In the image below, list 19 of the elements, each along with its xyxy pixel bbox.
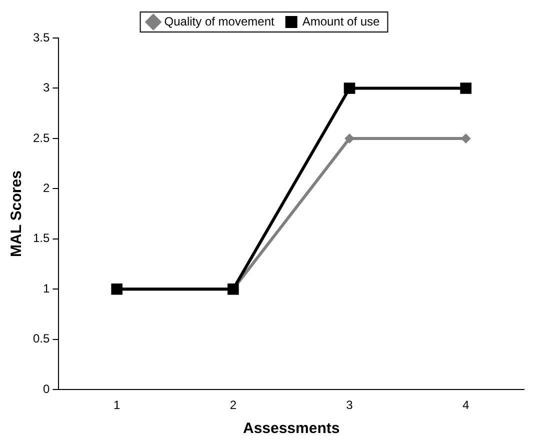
legend-label: Amount of use <box>302 14 380 28</box>
legend-label: Quality of movement <box>164 14 275 28</box>
point <box>344 82 356 94</box>
y-tick-label: 0 <box>42 382 50 396</box>
x-tick-label: 3 <box>346 398 354 412</box>
y-tick-label: 3.5 <box>32 30 50 44</box>
point <box>460 82 472 94</box>
x-tick-label: 1 <box>114 398 121 412</box>
y-tick-label: 0.5 <box>32 332 50 346</box>
x-axis-title: Assessments <box>242 420 340 438</box>
x-tick-label: 2 <box>230 398 237 412</box>
point <box>460 133 471 144</box>
y-tick-label: 2 <box>42 181 50 195</box>
y-tick-label: 2.5 <box>32 130 50 145</box>
y-tick-label: 3 <box>42 80 50 95</box>
y-axis-title: MAL Scores <box>8 170 26 258</box>
y-tick-label: 1.5 <box>32 231 50 246</box>
y-tick-label: 1 <box>42 281 50 296</box>
x-tick-label: 4 <box>462 398 470 412</box>
